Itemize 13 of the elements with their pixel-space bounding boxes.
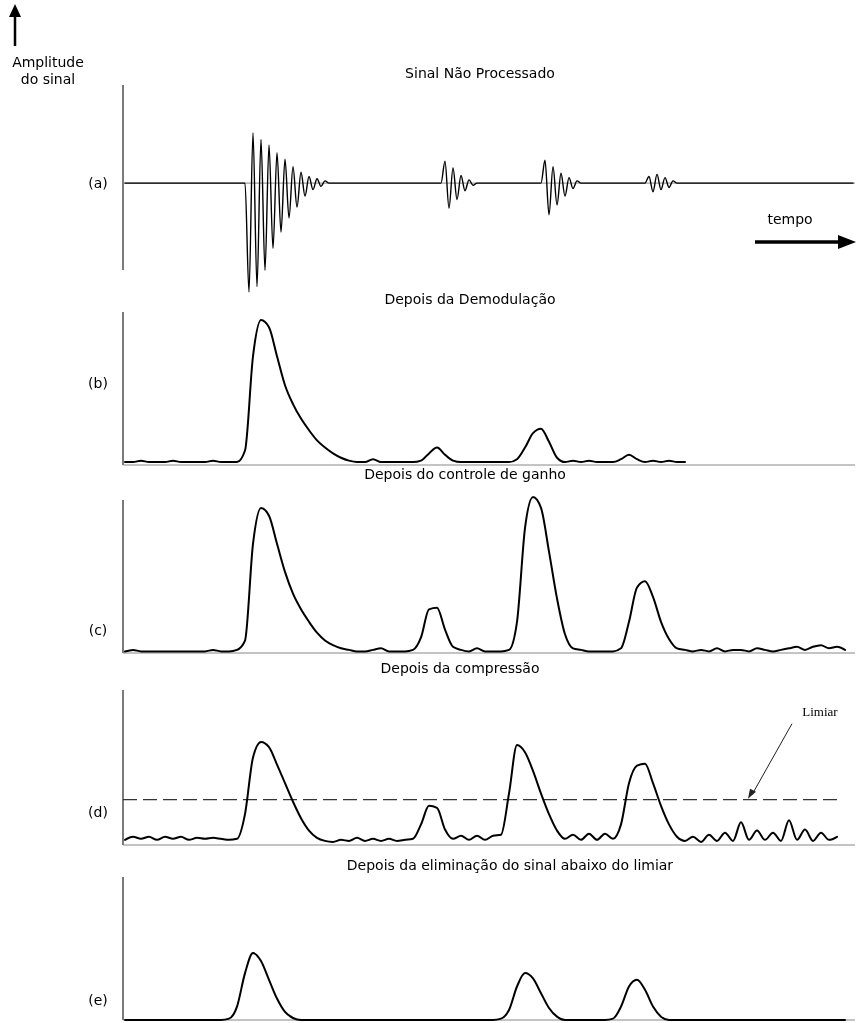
- text: (c): [88, 622, 108, 638]
- y-axis-title: Amplitude do sinal: [12, 54, 84, 87]
- text: (a): [88, 175, 108, 191]
- chart-title: Depois da Demodulação: [384, 291, 556, 307]
- chart-title: Sinal Não Processado: [405, 65, 555, 81]
- text: (b): [88, 375, 108, 391]
- chart-title: Depois do controle de ganho: [364, 466, 566, 482]
- text: (d): [88, 804, 108, 820]
- ref-line-label: Limiar: [802, 703, 839, 719]
- chart-title: Depois da eliminação do sinal abaixo do limiar: [346, 857, 674, 873]
- x-axis-title: tempo: [767, 211, 813, 227]
- text: (e): [88, 992, 108, 1008]
- chart-title: Depois da compressão: [380, 660, 540, 676]
